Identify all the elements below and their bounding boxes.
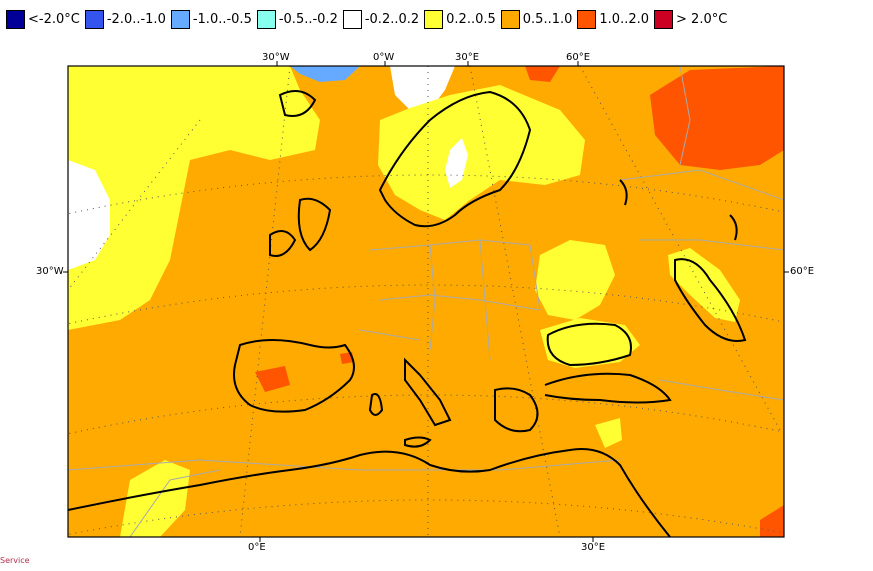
legend-swatch	[500, 10, 520, 29]
legend-item-minus-1-to-minus-05: -1.0..-0.5	[170, 10, 252, 29]
tick-label-top-0w: 0°W	[373, 52, 395, 63]
tick-label-top-60e: 60°E	[566, 52, 591, 63]
anomaly-zone-black-sea-mild	[540, 318, 640, 368]
anomaly-zone-arctic-neutral	[390, 66, 455, 110]
tick-label-top-30e: 30°E	[455, 52, 480, 63]
legend-swatch	[654, 10, 674, 29]
legend-item-02-to-05: 0.2..0.5	[424, 10, 496, 29]
legend-item-minus-2-to-minus-1: -2.0..-1.0	[84, 10, 166, 29]
legend-label: -0.2..0.2	[364, 12, 420, 27]
legend-label: > 2.0°C	[676, 12, 728, 27]
anomaly-zone-barents-warm	[525, 66, 560, 82]
legend-label: <-2.0°C	[28, 12, 80, 27]
legend-swatch	[577, 10, 597, 29]
legend-label: 1.0..2.0	[599, 12, 650, 27]
footer-credit: Service	[0, 556, 30, 565]
legend-item-gt-2: > 2.0°C	[654, 10, 727, 29]
map-frame	[67, 65, 785, 538]
legend-label: -1.0..-0.5	[192, 12, 252, 27]
tick-label-bottom-30e: 30°E	[581, 542, 606, 553]
legend-item-1-to-2: 1.0..2.0	[577, 10, 649, 29]
tick-label-right-60e: 60°E	[790, 266, 815, 277]
graticule	[68, 66, 784, 537]
legend-swatch	[170, 10, 190, 29]
anomaly-zone-russia-warm	[650, 66, 784, 170]
tick-label-top-30w: 30°W	[262, 52, 290, 63]
legend-item-lt-minus-2: <-2.0°C	[6, 10, 80, 29]
legend-label: -0.5..-0.2	[278, 12, 338, 27]
legend-label: 0.5..1.0	[522, 12, 573, 27]
legend-swatch	[84, 10, 104, 29]
anomaly-zone-greenland-cool	[290, 66, 360, 82]
legend: <-2.0°C -2.0..-1.0 -1.0..-0.5 -0.5..-0.2…	[6, 10, 732, 29]
anomaly-zone-southeast-warm	[760, 505, 784, 537]
legend-label: 0.2..0.5	[446, 12, 496, 27]
legend-swatch	[256, 10, 276, 29]
legend-item-05-to-1: 0.5..1.0	[500, 10, 573, 29]
legend-item-neutral: -0.2..0.2	[342, 10, 420, 29]
anomaly-zone-scandinavia-mild	[378, 85, 585, 220]
anomaly-zone-atlantic-neutral	[68, 160, 110, 270]
tick-label-bottom-0e: 0°E	[248, 542, 266, 553]
anomaly-zone-iberia-warm	[255, 366, 290, 392]
legend-label: -2.0..-1.0	[106, 12, 166, 27]
frame-ticks	[63, 61, 789, 542]
legend-swatch	[6, 10, 25, 29]
anomaly-zone-caspian-mild	[668, 248, 740, 322]
legend-item-minus-05-to-minus-02: -0.5..-0.2	[256, 10, 338, 29]
tick-label-left-30w: 30°W	[36, 266, 64, 277]
anomaly-zone-atlantic-mild	[68, 66, 320, 330]
anomaly-zone-ukraine-mild	[535, 240, 615, 320]
legend-swatch	[342, 10, 362, 29]
legend-swatch	[424, 10, 444, 29]
anomaly-zone-levant-mild	[595, 418, 622, 448]
country-borders	[68, 66, 784, 537]
coastlines	[68, 90, 747, 537]
